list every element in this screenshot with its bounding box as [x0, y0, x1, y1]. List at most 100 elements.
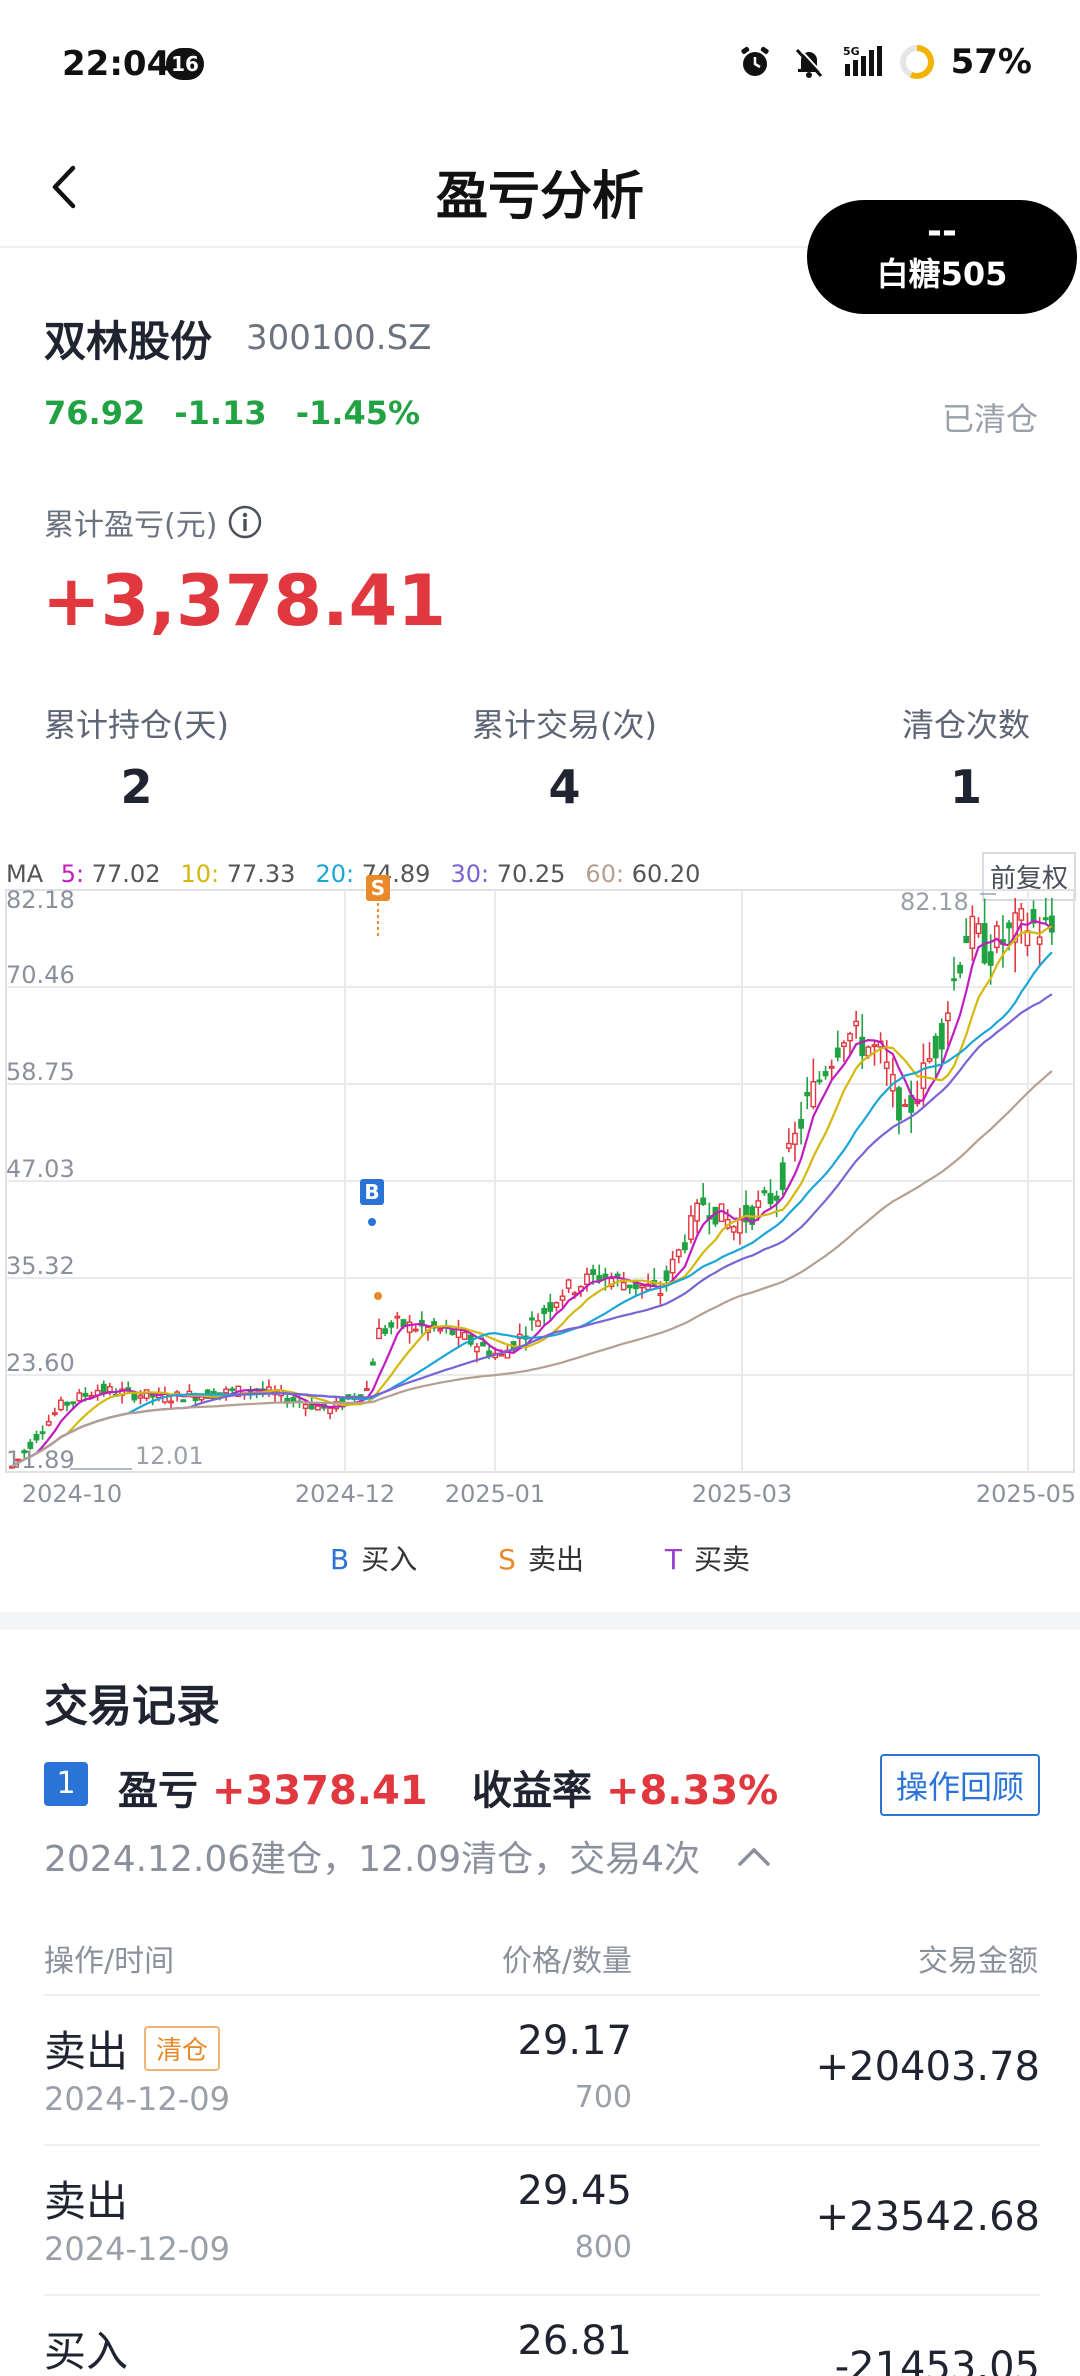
col-amount: 交易金额 — [918, 1944, 1038, 1979]
candle-body — [957, 964, 964, 974]
record-summary[interactable]: 2024.12.06建仓，12.09清仓，交易4次 — [44, 1830, 774, 1882]
stock-change: -1.13 — [174, 394, 267, 432]
candle-body — [896, 1087, 902, 1121]
stat-trade-count: 累计交易(次) 4 — [472, 700, 657, 814]
candle-body — [229, 1388, 236, 1392]
candle-body — [437, 1328, 444, 1332]
candle-body — [951, 978, 957, 982]
record-rate-value: +8.33% — [605, 1768, 779, 1814]
info-icon[interactable] — [227, 504, 263, 540]
cumulative-pl-value: +3,378.41 — [42, 560, 447, 642]
sell-marker-label: S — [371, 876, 385, 900]
back-button[interactable] — [30, 152, 100, 222]
candle-body — [535, 1320, 541, 1327]
row-price: 29.17 — [517, 2018, 632, 2064]
legend-key: B — [330, 1543, 350, 1576]
buy-marker — [360, 1179, 384, 1205]
chevron-up-icon[interactable] — [734, 1836, 774, 1876]
y-tick-label: 58.75 — [6, 1058, 75, 1086]
candle-body — [473, 1346, 480, 1353]
candle-body — [694, 1202, 700, 1222]
table-row[interactable]: 买入 26.81 -21453.05 — [44, 2296, 1040, 2376]
y-tick-label: 70.46 — [6, 961, 75, 989]
candle-body — [15, 1458, 22, 1462]
candle-body — [932, 1035, 939, 1059]
candle-body — [21, 1450, 28, 1454]
stat-value: 4 — [548, 760, 581, 814]
candle-body — [639, 1284, 645, 1289]
kline-plot: 82.1870.4658.7547.0335.3223.6011.892024-… — [5, 875, 1076, 1508]
status-bar: 22:04 16 5G 57% — [0, 0, 1080, 130]
cumulative-pl-label-text: 累计盈亏(元) — [44, 508, 218, 543]
candle-body — [529, 1317, 535, 1321]
table-row[interactable]: 卖出 2024-12-09 29.45 800 +23542.68 — [44, 2146, 1040, 2296]
candle-body — [58, 1399, 64, 1411]
candle-body — [302, 1403, 309, 1409]
floating-ticker-badge[interactable]: -- 白糖505 — [807, 200, 1077, 314]
candle-body — [926, 1058, 933, 1062]
candle-body — [969, 915, 976, 949]
candle-body — [902, 1104, 908, 1107]
candle-body — [761, 1190, 768, 1194]
stock-change-percent: -1.45% — [295, 394, 421, 432]
stat-label: 累计持仓(天) — [44, 706, 229, 744]
candle-body — [773, 1195, 780, 1201]
stats-row: 累计持仓(天) 2 累计交易(次) 4 清仓次数 1 — [0, 700, 1080, 820]
y-tick-label: 82.18 — [6, 886, 75, 914]
page-title: 盈亏分析 — [435, 167, 644, 227]
stat-label: 累计交易(次) — [472, 706, 657, 744]
section-divider — [0, 1612, 1080, 1630]
candle-body — [743, 1205, 749, 1223]
candle-body — [663, 1270, 670, 1282]
candle-body — [1042, 917, 1049, 921]
candle-body — [767, 1192, 774, 1205]
row-price: 29.45 — [517, 2168, 632, 2214]
candle-body — [547, 1302, 554, 1312]
ma-values: 5: 77.02 10: 77.33 20: 74.89 30: 70.25 60: 6… — [61, 860, 721, 888]
row-qty: 700 — [574, 2080, 632, 2115]
candle-body — [737, 1219, 743, 1234]
legend-trade: T 买卖 — [665, 1538, 750, 1578]
status-icons: 5G 57% — [733, 40, 1080, 84]
position-status: 已清仓 — [941, 400, 1038, 438]
candle-body — [388, 1322, 395, 1328]
record-pl-value: +3378.41 — [211, 1768, 428, 1814]
ma-legend-row: MA 5: 77.02 10: 77.33 20: 74.89 30: 70.25 60… — [6, 860, 730, 888]
candle-body — [33, 1434, 40, 1441]
legend-label: 买卖 — [693, 1543, 750, 1576]
chevron-left-icon — [52, 165, 76, 209]
candle-body — [798, 1118, 804, 1129]
candle-body — [730, 1226, 737, 1233]
candle-body — [810, 1081, 817, 1108]
candle-body — [498, 1353, 505, 1357]
marker-legend: B 买入 S 卖出 T 买卖 — [0, 1538, 1080, 1578]
candle-body — [541, 1307, 548, 1315]
legend-label: 买入 — [361, 1543, 418, 1576]
y-tick-label: 23.60 — [6, 1349, 75, 1377]
candle-body — [51, 1412, 58, 1416]
x-tick-label: 2024-10 — [22, 1480, 122, 1508]
candle-body — [370, 1361, 376, 1366]
row-price: 26.81 — [517, 2318, 632, 2364]
candle-body — [137, 1395, 144, 1399]
candle-body — [70, 1401, 77, 1405]
candle-body — [64, 1401, 70, 1406]
status-time: 22:04 — [62, 44, 171, 84]
max-price-label: 82.18 — [900, 888, 969, 916]
mute-bell-icon — [787, 40, 831, 84]
candle-body — [755, 1200, 762, 1209]
row-op: 卖出 — [44, 2168, 128, 2229]
candle-body — [1012, 912, 1019, 943]
candle-body — [480, 1342, 486, 1347]
col-op-time: 操作/时间 — [44, 1944, 175, 1979]
candle-body — [39, 1431, 46, 1435]
candle-body — [822, 1071, 829, 1077]
floating-ticker-value: -- — [927, 211, 957, 252]
candle-body — [559, 1295, 566, 1301]
candle-body — [963, 935, 970, 944]
cumulative-pl-label: 累计盈亏(元) — [44, 500, 263, 544]
kline-chart[interactable]: MA 5: 77.02 10: 77.33 20: 74.89 30: 70.25 60… — [0, 852, 1080, 1512]
operation-review-button[interactable]: 操作回顾 — [879, 1754, 1040, 1816]
table-row[interactable]: 卖出 清仓 2024-12-09 29.17 700 +20403.78 — [44, 1996, 1040, 2146]
candle-body — [168, 1400, 174, 1404]
